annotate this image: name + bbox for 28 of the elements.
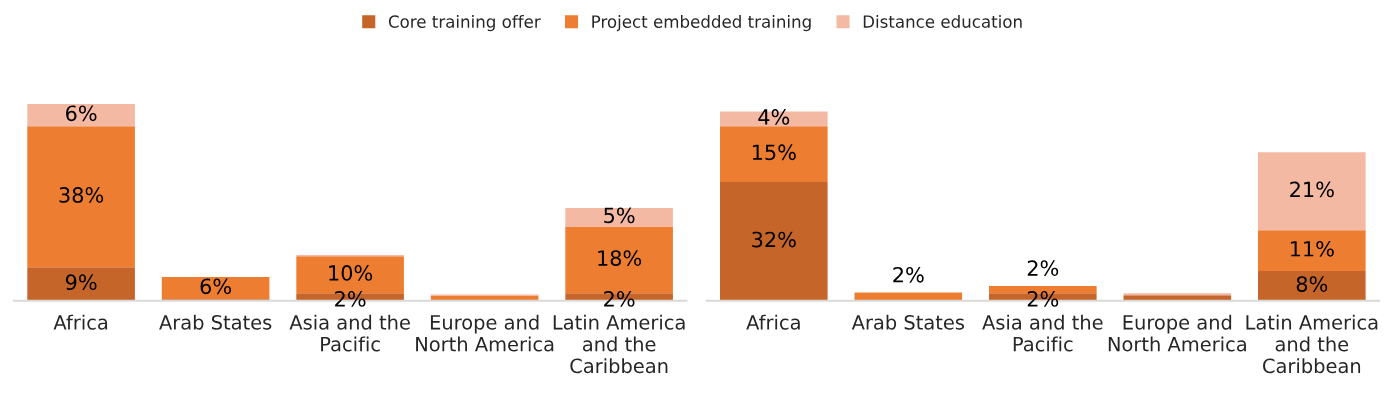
data-label: 2%	[1027, 260, 1059, 276]
data-label: 15%	[752, 144, 796, 161]
data-label: 8%	[1296, 276, 1328, 292]
data-label: 38%	[59, 187, 104, 203]
legend-label: Distance education	[863, 15, 1022, 28]
data-label: 32%	[752, 231, 796, 248]
data-label: 11%	[1290, 240, 1334, 257]
x-tick-label: Asia and the Pacific	[982, 314, 1103, 352]
x-tick-label: Asia and the Pacific	[289, 314, 410, 352]
x-tick-label: Africa	[53, 314, 108, 330]
data-label: 2%	[893, 266, 924, 283]
x-tick-label: Europe and North America	[416, 314, 554, 352]
data-label: 5%	[604, 207, 635, 224]
x-tick-label: Arab States	[851, 314, 965, 330]
x-tick-label: Latin America and the Caribbean	[553, 314, 685, 374]
data-label: 10%	[329, 265, 373, 281]
data-label: 18%	[598, 250, 642, 266]
x-tick-label: Europe and North America	[1108, 314, 1246, 352]
data-label: 21%	[1290, 181, 1334, 198]
data-label: 9%	[65, 274, 97, 291]
legend-label: Core training offer	[388, 15, 541, 32]
x-tick-label: Arab States	[159, 314, 272, 330]
data-label: 4%	[758, 109, 790, 125]
data-label: 6%	[200, 278, 231, 295]
legend-label: Project embedded training	[592, 15, 811, 32]
data-label: 6%	[66, 105, 97, 122]
x-tick-label: Africa	[746, 314, 800, 330]
x-tick-label: Latin America and the Caribbean	[1246, 314, 1378, 374]
